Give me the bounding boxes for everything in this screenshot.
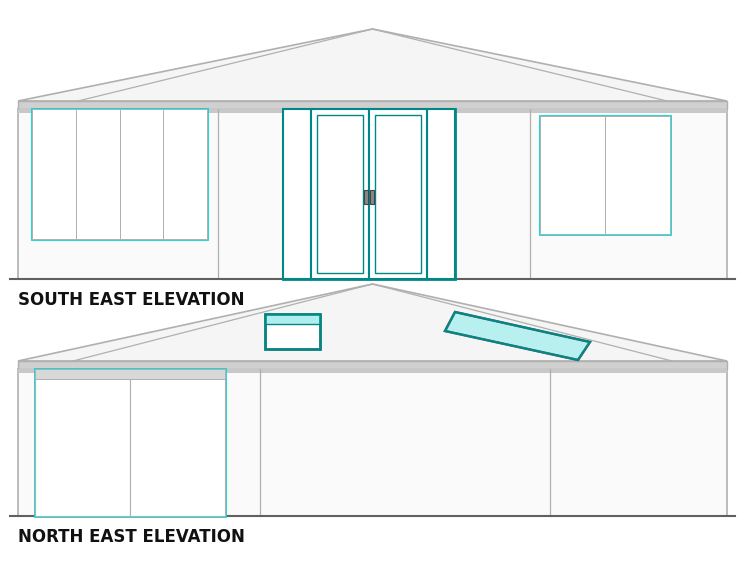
Bar [605, 116, 670, 234]
Bar [18, 361, 727, 369]
Bar [35, 369, 130, 516]
Bar [18, 109, 727, 113]
Bar [130, 369, 225, 516]
Bar [283, 109, 311, 279]
Bar [119, 109, 163, 239]
Bar [317, 115, 363, 273]
Bar [369, 109, 427, 279]
Polygon shape [18, 284, 727, 361]
Bar [375, 115, 421, 273]
Bar [18, 369, 727, 516]
Bar [265, 314, 320, 349]
Bar [35, 369, 225, 379]
Bar [283, 109, 455, 279]
Bar [427, 109, 455, 279]
Bar [163, 109, 207, 239]
Bar [32, 109, 76, 239]
Bar [540, 116, 605, 234]
Text: NORTH EAST ELEVATION: NORTH EAST ELEVATION [18, 528, 245, 546]
Bar [540, 116, 670, 234]
Bar [35, 369, 225, 516]
Bar [265, 314, 320, 349]
Bar [364, 191, 368, 204]
Bar [18, 101, 727, 109]
Polygon shape [445, 312, 590, 360]
Text: SOUTH EAST ELEVATION: SOUTH EAST ELEVATION [18, 291, 244, 309]
Bar [76, 109, 119, 239]
Polygon shape [18, 29, 727, 101]
Bar [265, 314, 320, 324]
Bar [32, 109, 207, 239]
Bar [311, 109, 369, 279]
Bar [18, 369, 727, 373]
Bar [370, 191, 374, 204]
Bar [18, 109, 727, 279]
